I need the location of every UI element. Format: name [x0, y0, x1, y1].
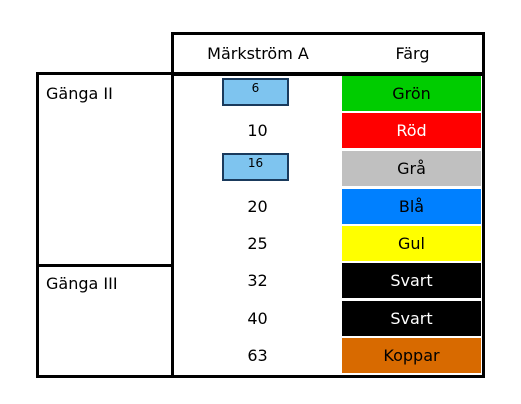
body-frame — [36, 72, 485, 378]
color-cell: Blå — [342, 189, 481, 224]
color-cell: Röd — [342, 113, 481, 148]
color-cell: Koppar — [342, 338, 481, 373]
fuse-current: 25 — [247, 234, 268, 253]
group-row-divider — [36, 264, 174, 267]
color-cell: Grön — [342, 76, 481, 111]
fuse-current: 10 — [247, 121, 268, 140]
color-cell: Svart — [342, 263, 481, 298]
header-current: Märkström A — [207, 44, 309, 63]
fuse-current: 20 — [247, 197, 268, 216]
group-label-ganga-iii: Gänga III — [46, 274, 118, 293]
fuse-current: 63 — [247, 346, 268, 365]
fuse-current-box: 16 — [222, 153, 289, 181]
header-color: Färg — [395, 44, 430, 63]
color-cell: Gul — [342, 226, 481, 261]
color-cell: Svart — [342, 301, 481, 336]
fuse-current: 40 — [247, 309, 268, 328]
group-label-ganga-ii: Gänga II — [46, 84, 113, 103]
color-cell: Grå — [342, 151, 481, 186]
group-column-divider — [171, 72, 174, 378]
fuse-current-box: 6 — [222, 78, 289, 106]
fuse-current: 32 — [247, 271, 268, 290]
